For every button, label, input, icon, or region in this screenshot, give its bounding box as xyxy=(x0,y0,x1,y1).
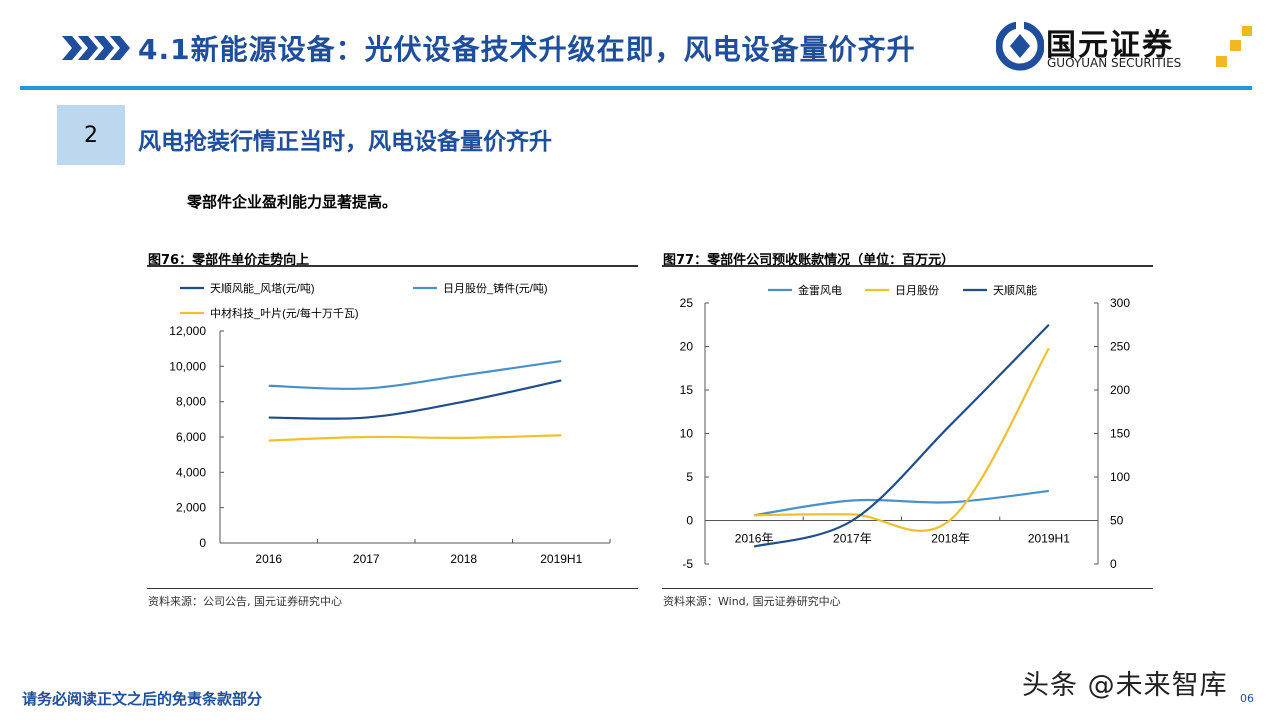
y2-tick-label: 300 xyxy=(1110,296,1130,310)
legend-label: 日月股份_铸件(元/吨) xyxy=(443,281,548,295)
y-tick-label: 2,000 xyxy=(176,501,206,515)
page-title: 4.1新能源设备：光伏设备技术升级在即，风电设备量价齐升 xyxy=(138,33,916,66)
legend-label: 天顺风能_风塔(元/吨) xyxy=(210,281,315,295)
chart1-bottom-rule xyxy=(147,588,638,589)
x-tick-label: 2016年 xyxy=(735,532,774,546)
header-divider xyxy=(20,86,1252,90)
y-tick-label: 25 xyxy=(680,296,694,310)
chevrons-icon xyxy=(62,36,130,60)
series-line xyxy=(268,379,562,420)
y2-tick-label: 100 xyxy=(1110,470,1130,484)
section-number: 2 xyxy=(57,105,125,165)
disclaimer-footer: 请务必阅读正文之后的免责条款部分 xyxy=(22,690,263,708)
chart2-top-rule xyxy=(662,265,1153,267)
chart1-title: 图76：零部件单价走势向上 xyxy=(148,253,310,268)
logo-emblem-icon xyxy=(996,20,1044,71)
series-line xyxy=(268,434,562,442)
x-tick-label: 2017 xyxy=(353,552,380,566)
series-line xyxy=(753,489,1050,517)
lead-text: 零部件企业盈利能力显著提高。 xyxy=(187,193,398,211)
y-tick-label: 10 xyxy=(680,427,694,441)
watermark: 头条 @未来智库 xyxy=(1022,670,1228,701)
legend-label: 金雷风电 xyxy=(798,283,842,297)
y2-tick-label: 200 xyxy=(1110,383,1130,397)
x-tick-label: 2019H1 xyxy=(1028,532,1070,546)
chart1-source: 资料来源：公司公告, 国元证券研究中心 xyxy=(148,595,342,608)
y-tick-label: 6,000 xyxy=(176,430,206,444)
logo-squares-icon xyxy=(1216,26,1252,67)
chart2-bottom-rule xyxy=(662,588,1153,589)
legend-label: 日月股份 xyxy=(895,284,939,297)
y2-tick-label: 250 xyxy=(1110,340,1130,354)
y-tick-label: 15 xyxy=(680,383,694,397)
series-line xyxy=(268,359,562,390)
logo-text-cn: 国元证券 xyxy=(1046,28,1174,63)
y-tick-label: 4,000 xyxy=(176,465,206,479)
y2-tick-label: 150 xyxy=(1110,427,1130,441)
x-tick-label: 2017年 xyxy=(833,532,872,546)
chart2-title: 图77：零部件公司预收账款情况（单位：百万元） xyxy=(663,253,955,268)
legend-label: 天顺风能 xyxy=(993,283,1037,297)
y-tick-label: 8,000 xyxy=(176,395,206,409)
chart1-top-rule xyxy=(147,265,638,267)
legend-label: 中材科技_叶片(元/每十万千瓦) xyxy=(210,306,359,320)
chart2-source: 资料来源：Wind, 国元证券研究中心 xyxy=(663,595,841,608)
y-tick-label: 0 xyxy=(199,536,206,550)
x-tick-label: 2016 xyxy=(255,552,282,566)
chart1-svg: 0 2,000 4,000 6,000 8,000 10,000 12,000 2016 201… xyxy=(169,281,611,566)
x-tick-label: 2019H1 xyxy=(540,552,582,566)
page-number: 06 xyxy=(1240,692,1254,705)
y-tick-label: -5 xyxy=(682,557,693,571)
logo-text-en: GUOYUAN SECURITIES xyxy=(1047,56,1182,70)
y-tick-label: 5 xyxy=(686,470,693,484)
section-title: 风电抢装行情正当时，风电设备量价齐升 xyxy=(138,129,552,155)
y-tick-label: 0 xyxy=(686,514,693,528)
series-line xyxy=(754,347,1050,532)
y2-tick-label: 0 xyxy=(1110,557,1117,571)
y-tick-label: 20 xyxy=(680,340,694,354)
y-tick-label: 10,000 xyxy=(169,359,206,373)
series-line xyxy=(753,323,1050,548)
company-logo: 国元证券 GUOYUAN SECURITIES xyxy=(996,18,1258,74)
x-tick-label: 2018 xyxy=(450,552,477,566)
x-tick-label: 2018年 xyxy=(931,532,970,546)
y2-tick-label: 50 xyxy=(1110,514,1124,528)
y-tick-label: 12,000 xyxy=(169,324,206,338)
